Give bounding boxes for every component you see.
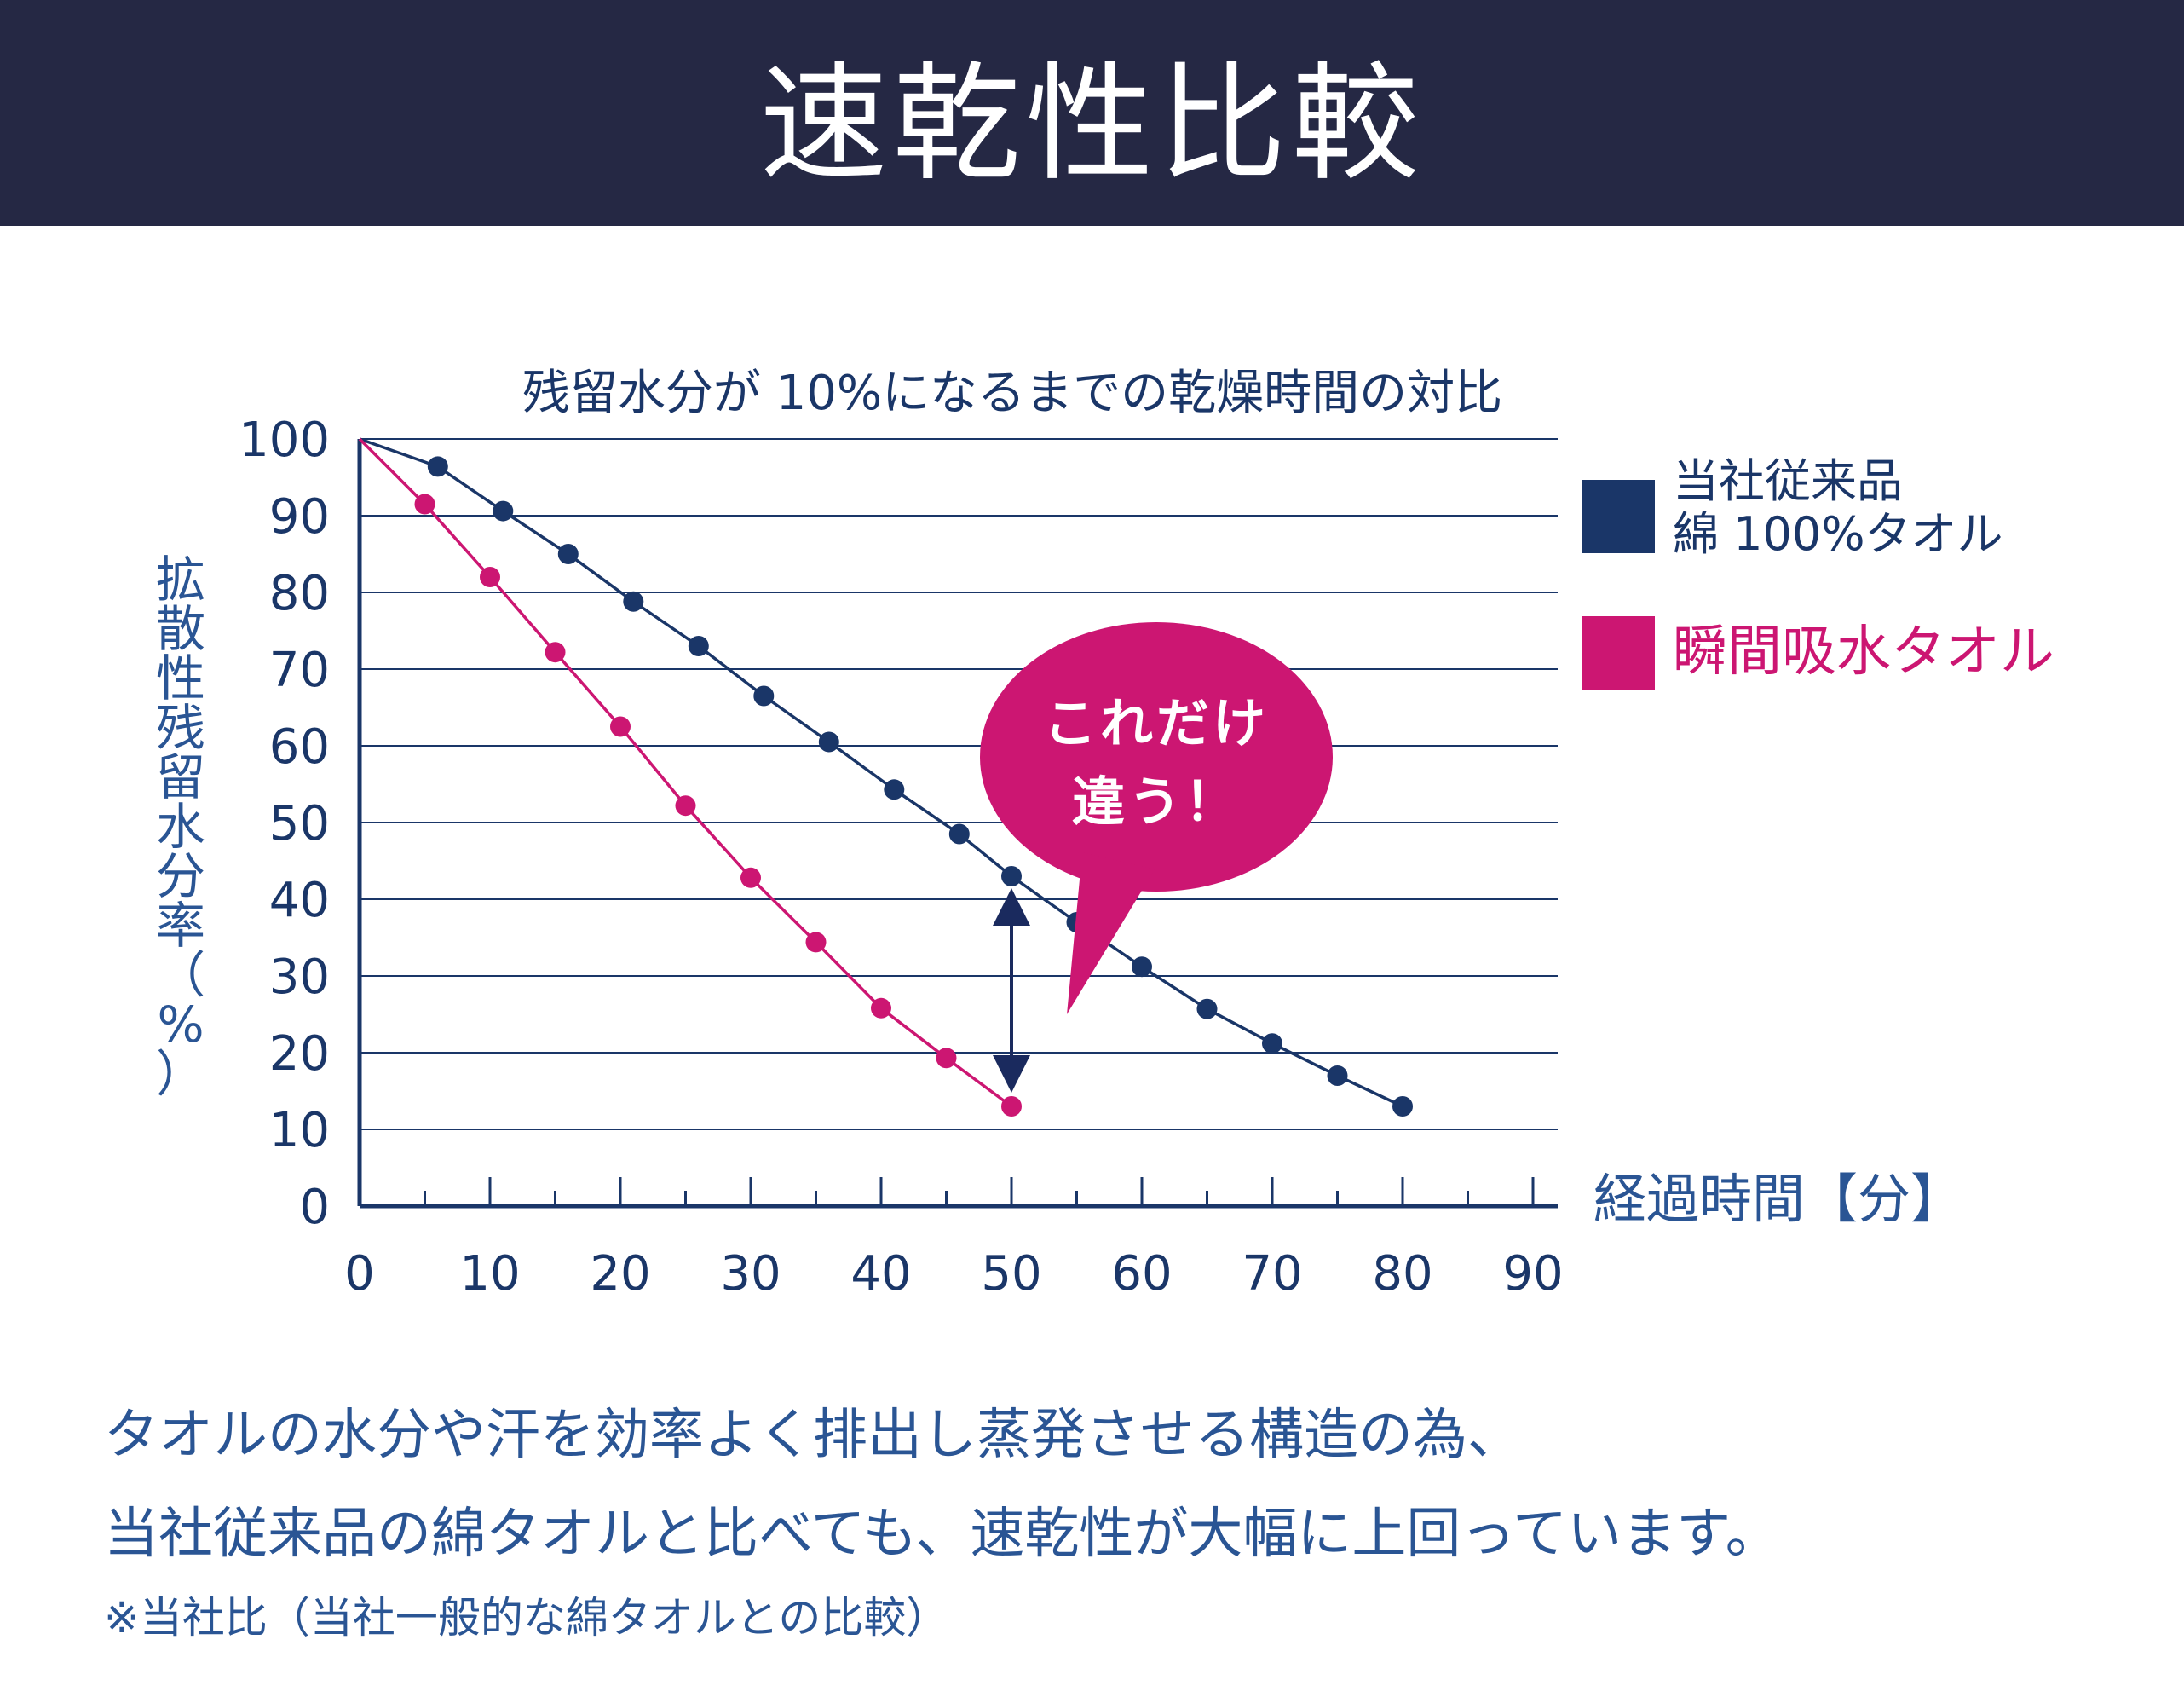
x-tick-label: 40 <box>850 1246 911 1302</box>
series-0-point <box>1132 956 1152 978</box>
series-0-point <box>948 823 970 845</box>
y-axis-label-char: 留 <box>156 748 205 806</box>
series-0-point <box>427 456 448 477</box>
x-tick-label: 0 <box>344 1246 375 1302</box>
y-axis-label-char: 性 <box>156 649 205 707</box>
chart-title: 残留水分が 10%になるまでの乾燥時間の対比 <box>522 366 1502 421</box>
y-axis-label-char: 残 <box>156 699 205 757</box>
y-tick-label: 20 <box>269 1026 330 1082</box>
series-0-point <box>1262 1033 1282 1054</box>
series-1-point <box>414 494 435 515</box>
y-tick-label: 50 <box>269 796 330 852</box>
x-tick-label: 90 <box>1502 1246 1563 1302</box>
series-1-point <box>675 795 696 817</box>
y-tick-label: 30 <box>269 950 330 1005</box>
x-tick-label: 50 <box>981 1246 1041 1302</box>
y-axis-label-char: 率 <box>156 897 205 955</box>
x-tick-label: 10 <box>459 1246 520 1302</box>
y-tick-label: 0 <box>299 1180 330 1235</box>
legend-swatch-0 <box>1582 480 1655 553</box>
series-0-point <box>818 731 839 753</box>
y-tick-label: 90 <box>269 489 330 545</box>
y-axis-label-char: 散 <box>156 600 205 658</box>
series-1-point <box>740 867 761 888</box>
legend-label-0: 綿 100%タオル <box>1673 507 2003 561</box>
page-title: 速乾性比較 <box>759 50 1425 199</box>
y-axis-label-char: ） <box>156 1045 205 1103</box>
y-tick-label: 100 <box>239 413 330 468</box>
callout-text-line: 違う！ <box>1072 771 1241 833</box>
series-1-point <box>871 997 891 1019</box>
description-line-1: タオルの水分や汗を効率よく排出し蒸発させる構造の為、 <box>104 1404 1522 1467</box>
x-tick-label: 80 <box>1372 1246 1432 1302</box>
description-note: ※当社比（当社一般的な綿タオルとの比較） <box>104 1593 949 1642</box>
legend-label-1: 瞬間吸水タオル <box>1673 621 2054 684</box>
series-1-point <box>1001 1096 1022 1117</box>
series-0-point <box>1392 1096 1413 1117</box>
y-tick-label: 10 <box>269 1103 330 1158</box>
y-axis-label-char: 分 <box>156 847 205 905</box>
x-tick-label: 30 <box>720 1246 781 1302</box>
x-axis-label: 経過時間【分】 <box>1593 1168 1963 1230</box>
description-line-2: 当社従来品の綿タオルと比べても、速乾性が大幅に上回っています。 <box>104 1503 1780 1566</box>
series-line-1 <box>358 437 1013 1108</box>
arrow-head-up-icon <box>993 888 1030 926</box>
series-0-point <box>1327 1065 1348 1086</box>
series-0-point <box>557 544 579 564</box>
y-axis-label-char: 水 <box>156 798 205 856</box>
callout-text-line: これだけ <box>1044 692 1269 754</box>
header-banner: 速乾性比較 <box>0 0 2184 226</box>
callout-tail <box>1067 852 1155 1014</box>
callout-bubble <box>980 622 1333 892</box>
series-0-point <box>753 685 775 707</box>
x-tick-label: 70 <box>1242 1246 1302 1302</box>
y-tick-label: 80 <box>269 566 330 621</box>
series-0-point <box>493 500 514 522</box>
y-tick-label: 40 <box>269 873 330 928</box>
drying-speed-chart: 残留水分が 10%になるまでの乾燥時間の対比 0 10 20 30 40 50 60 70 80… <box>156 366 2054 1302</box>
y-tick-label: 60 <box>269 719 330 775</box>
y-axis-label-char: （ <box>156 946 205 1004</box>
series-1-point <box>480 567 500 587</box>
series-1-point <box>545 642 566 663</box>
y-axis-label-char: % <box>157 996 204 1054</box>
series-1-point <box>610 716 631 737</box>
y-axis-label-char: 拡 <box>156 551 205 609</box>
series-0-point <box>1196 998 1218 1019</box>
x-tick-label: 60 <box>1111 1246 1172 1302</box>
series-0-point <box>1001 866 1022 886</box>
series-0-point <box>884 779 905 800</box>
series-1-point <box>805 932 827 953</box>
y-tick-label: 70 <box>269 643 330 698</box>
series-0-point <box>688 636 709 656</box>
legend-swatch-1 <box>1582 616 1655 690</box>
series-1-point <box>936 1048 957 1069</box>
arrow-head-down-icon <box>993 1055 1030 1093</box>
series-0-point <box>623 591 644 612</box>
legend-label-0: 当社従来品 <box>1673 454 1903 508</box>
x-tick-label: 20 <box>590 1246 650 1302</box>
